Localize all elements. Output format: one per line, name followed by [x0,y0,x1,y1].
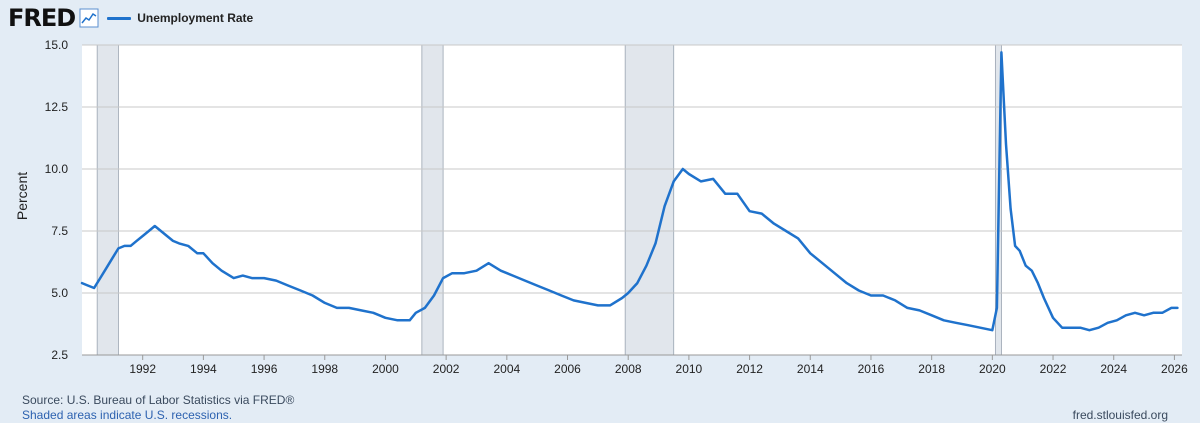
series-layer [80,51,1179,332]
x-tick-label: 2008 [615,362,642,376]
x-tick-label: 2020 [979,362,1006,376]
x-tick-label: 1994 [190,362,217,376]
x-tick-label: 2012 [736,362,763,376]
site-url[interactable]: fred.stlouisfed.org [1072,408,1168,422]
recession-bands [96,44,1002,356]
y-tick-label: 15.0 [45,38,69,52]
fred-logo[interactable]: FRED [8,4,76,32]
x-tick-label: 1992 [129,362,156,376]
x-tick-label: 2002 [433,362,460,376]
y-axis-title: Percent [14,172,30,220]
series-line-unemployment-rate [80,51,1179,332]
x-tick-label: 2022 [1040,362,1067,376]
x-tick-label: 2000 [372,362,399,376]
legend-label: Unemployment Rate [137,11,254,25]
x-tick-label: 1996 [251,362,278,376]
source-text: Source: U.S. Bureau of Labor Statistics … [22,393,295,407]
x-tick-label: 2010 [676,362,703,376]
y-tick-label: 7.5 [51,224,68,238]
x-tick-label: 2018 [918,362,945,376]
chart-legend: Unemployment Rate [107,11,253,25]
x-tick-label: 2006 [554,362,581,376]
y-tick-label: 5.0 [51,286,68,300]
y-tick-label: 12.5 [45,100,69,114]
x-tick-label: 2026 [1161,362,1188,376]
gridlines [82,44,1182,356]
recession-band [96,44,119,356]
x-axis: 1992 1994 1996 1998 2000 2002 2004 2006 2008 2010… [129,355,1188,376]
chart-header: FRED Unemployment Rate [8,4,253,32]
legend-swatch [107,16,132,20]
x-tick-label: 2024 [1100,362,1127,376]
x-tick-label: 2014 [797,362,824,376]
x-tick-label: 1998 [311,362,338,376]
line-chart-icon [79,8,99,28]
x-tick-label: 2016 [858,362,885,376]
y-tick-label: 10.0 [45,162,69,176]
y-tick-label: 2.5 [51,348,68,362]
line-chart: 2.5 5.0 7.5 10.0 12.5 15.0 1992 1994 1996 1998 20… [14,38,1188,376]
x-tick-label: 2004 [493,362,520,376]
recession-note-link[interactable]: Shaded areas indicate U.S. recessions. [22,408,233,422]
y-axis: 2.5 5.0 7.5 10.0 12.5 15.0 [45,38,69,362]
